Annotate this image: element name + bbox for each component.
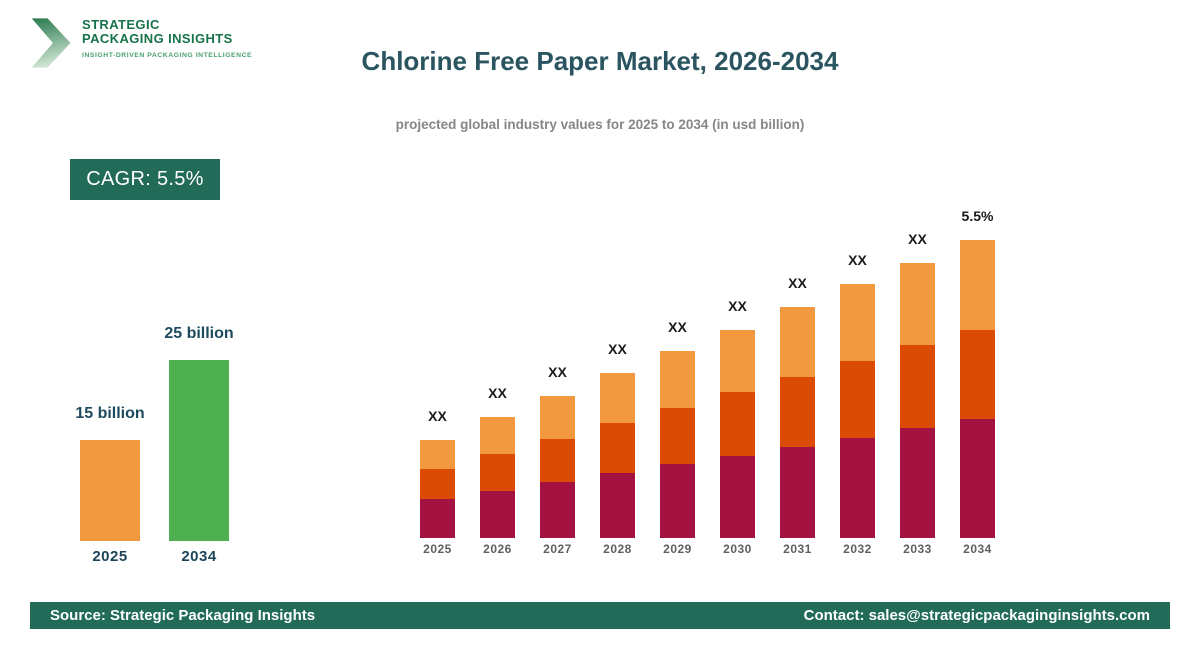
bar-year-label: 2034: [963, 542, 992, 556]
bar-segment-segment-middle: [720, 392, 755, 456]
footer-contact: Contact: sales@strategicpackaginginsight…: [803, 607, 1150, 624]
mini-bar-year-label: 2034: [181, 548, 217, 565]
bar-segment-segment-bottom: [720, 456, 755, 538]
bar-year-label: 2029: [663, 542, 692, 556]
bar-segment-segment-bottom: [780, 447, 815, 538]
bar-segment-segment-bottom: [960, 419, 995, 538]
mini-bar-value-label: 25 billion: [164, 325, 234, 342]
bar-year-label: 2027: [543, 542, 572, 556]
bar-value-label: 5.5%: [961, 208, 994, 224]
bar-segment-segment-bottom: [420, 499, 455, 538]
logo-text: STRATEGIC PACKAGING INSIGHTS INSIGHT-DRI…: [82, 14, 252, 59]
bar-segment-segment-bottom: [480, 491, 515, 538]
bar-segment-segment-middle: [840, 361, 875, 438]
bar-year-label: 2032: [843, 542, 872, 556]
stacked-bar-2027: [540, 396, 575, 538]
bar-segment-segment-middle: [960, 330, 995, 419]
bar-segment-segment-bottom: [900, 428, 935, 538]
stacked-bar-2034: [960, 240, 995, 538]
bar-value-label: XX: [848, 252, 867, 268]
bar-value-label: XX: [788, 275, 807, 291]
bar-segment-segment-middle: [900, 345, 935, 428]
logo-line1: STRATEGIC: [82, 17, 160, 32]
bar-year-label: 2028: [603, 542, 632, 556]
bar-value-label: XX: [428, 408, 447, 424]
bar-segment-segment-middle: [600, 423, 635, 473]
bar-segment-segment-bottom: [660, 464, 695, 538]
stacked-bar-2026: [480, 417, 515, 538]
cagr-badge: CAGR: 5.5%: [70, 159, 220, 200]
stacked-bar-2025: [420, 440, 455, 538]
bar-value-label: XX: [728, 298, 747, 314]
bar-value-label: XX: [488, 385, 507, 401]
bar-segment-segment-top: [540, 396, 575, 439]
bar-value-label: XX: [908, 231, 927, 247]
bar-segment-segment-top: [840, 284, 875, 361]
bar-value-label: XX: [668, 319, 687, 335]
bar-segment-segment-bottom: [840, 438, 875, 538]
bar-segment-segment-top: [660, 351, 695, 408]
bar-value-label: XX: [548, 364, 567, 380]
bar-segment-segment-bottom: [600, 473, 635, 538]
bar-value-label: XX: [608, 341, 627, 357]
bar-segment-segment-middle: [540, 439, 575, 482]
bar-segment-segment-top: [480, 417, 515, 454]
stacked-bar-2033: [900, 263, 935, 538]
bar-segment-segment-middle: [660, 408, 695, 464]
bar-segment-segment-top: [960, 240, 995, 330]
stacked-bar-2028: [600, 373, 635, 538]
bar-year-label: 2025: [423, 542, 452, 556]
bar-year-label: 2031: [783, 542, 812, 556]
bar-segment-segment-top: [420, 440, 455, 469]
logo-tagline: INSIGHT-DRIVEN PACKAGING INTELLIGENCE: [82, 52, 253, 60]
logo: STRATEGIC PACKAGING INSIGHTS INSIGHT-DRI…: [30, 14, 252, 72]
mini-bar-2025: [80, 440, 140, 541]
stacked-bar-2030: [720, 330, 755, 538]
stacked-bar-2031: [780, 307, 815, 538]
page-title: Chlorine Free Paper Market, 2026-2034: [361, 46, 839, 76]
stacked-bar-2029: [660, 351, 695, 538]
mini-bar-value-label: 15 billion: [75, 405, 145, 422]
mini-bar-2034: [169, 360, 229, 541]
mini-bar-year-label: 2025: [92, 548, 128, 565]
bar-segment-segment-top: [600, 373, 635, 423]
bar-segment-segment-middle: [780, 377, 815, 447]
bar-segment-segment-top: [900, 263, 935, 345]
bar-segment-segment-top: [780, 307, 815, 377]
bar-segment-segment-bottom: [540, 482, 575, 538]
bar-segment-segment-middle: [480, 454, 515, 491]
double-chevron-right-icon: [31, 18, 71, 68]
footer-bar: Source: Strategic Packaging Insights Con…: [30, 602, 1170, 629]
bar-segment-segment-middle: [420, 469, 455, 499]
page-subtitle: projected global industry values for 202…: [395, 117, 805, 132]
bar-year-label: 2033: [903, 542, 932, 556]
bar-segment-segment-top: [720, 330, 755, 392]
bar-year-label: 2030: [723, 542, 752, 556]
footer-source: Source: Strategic Packaging Insights: [50, 607, 316, 624]
stacked-bar-2032: [840, 284, 875, 538]
logo-line2: PACKAGING INSIGHTS: [82, 31, 233, 47]
bar-year-label: 2026: [483, 542, 512, 556]
